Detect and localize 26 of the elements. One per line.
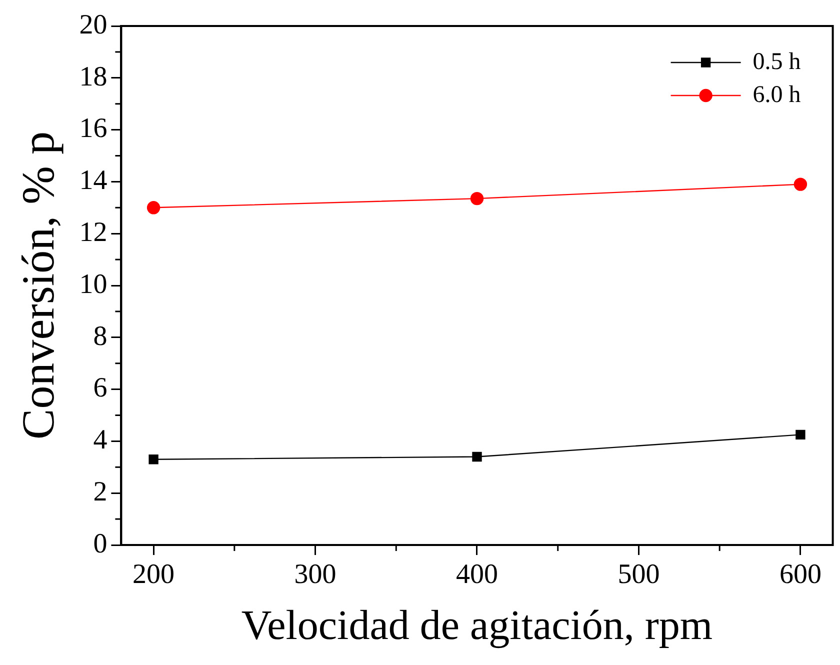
x-tick-label: 500 bbox=[618, 559, 660, 590]
point bbox=[148, 454, 158, 464]
point bbox=[146, 201, 160, 214]
y-tick-label: 16 bbox=[79, 113, 108, 144]
x-axis-title: Velocidad de agitación, rpm bbox=[241, 602, 713, 649]
x-tick-label: 600 bbox=[779, 559, 822, 590]
y-tick-label: 4 bbox=[93, 424, 108, 456]
point bbox=[470, 192, 484, 206]
y-tick-label: 2 bbox=[93, 476, 108, 508]
y-tick-label: 0 bbox=[93, 528, 108, 560]
y-tick-label: 20 bbox=[79, 9, 108, 40]
y-tick-label: 6 bbox=[93, 372, 108, 404]
x-tick-label: 400 bbox=[456, 559, 498, 590]
y-axis-title: Conversión, % p bbox=[12, 132, 64, 440]
y-tick-label: 8 bbox=[93, 320, 108, 352]
y-tick-label: 10 bbox=[79, 268, 108, 300]
point bbox=[472, 452, 482, 462]
y-tick-label: 12 bbox=[79, 216, 108, 248]
y-tick-label: 18 bbox=[79, 61, 108, 92]
x-tick-label: 200 bbox=[132, 559, 175, 590]
point bbox=[794, 178, 808, 191]
legend-label: 6.0 h bbox=[752, 82, 801, 108]
x-tick-label: 300 bbox=[294, 559, 336, 590]
point bbox=[796, 430, 806, 440]
y-tick-label: 14 bbox=[79, 165, 108, 196]
legend-label: 0.5 h bbox=[752, 48, 801, 75]
